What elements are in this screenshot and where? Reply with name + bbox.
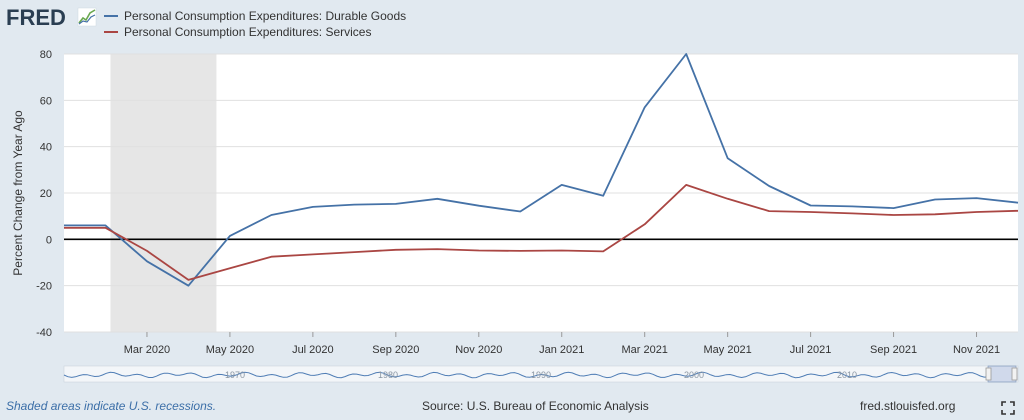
legend-label-durable: Personal Consumption Expenditures: Durab…: [124, 9, 407, 23]
services-line[interactable]: [64, 183, 1019, 281]
legend: Personal Consumption Expenditures: Durab…: [104, 8, 406, 40]
legend-label-services: Personal Consumption Expenditures: Servi…: [124, 25, 372, 39]
navigator-handle-right[interactable]: [1011, 367, 1018, 381]
site-link[interactable]: fred.stlouisfed.org: [860, 399, 956, 413]
y-tick-label: -20: [36, 281, 52, 293]
legend-swatch-durable: [104, 15, 118, 17]
x-tick-label: Mar 2021: [621, 344, 667, 356]
source-text: Source: U.S. Bureau of Economic Analysis: [422, 399, 649, 413]
navigator-handle-left[interactable]: [985, 367, 992, 381]
chart: 80 60 40 20 0 -20 -40 Percent Change from Year …: [11, 49, 1019, 383]
y-tick-label: 60: [40, 95, 52, 107]
fred-logo-text: FRED: [6, 5, 66, 30]
x-tick-label: Jul 2021: [790, 344, 832, 356]
x-tick-label: Nov 2020: [455, 344, 502, 356]
y-tick-label: 80: [40, 49, 52, 61]
navigator-label: 1980: [378, 370, 398, 380]
x-tick-label: Sep 2020: [372, 344, 419, 356]
recession-note: Shaded areas indicate U.S. recessions.: [6, 399, 217, 413]
navigator[interactable]: [63, 365, 1019, 383]
durable-goods-line[interactable]: [64, 53, 1019, 287]
navigator-label: 1990: [531, 370, 551, 380]
x-tick-label: Mar 2020: [124, 344, 170, 356]
x-tick-label: Sep 2021: [870, 344, 917, 356]
legend-item-durable[interactable]: Personal Consumption Expenditures: Durab…: [104, 8, 406, 24]
x-tick-label: May 2020: [206, 344, 254, 356]
x-tick-label: Jul 2020: [292, 344, 334, 356]
expand-icon[interactable]: [1001, 401, 1015, 415]
legend-item-services[interactable]: Personal Consumption Expenditures: Servi…: [104, 24, 406, 40]
x-tick-label: May 2021: [703, 344, 751, 356]
y-tick-label: 40: [40, 142, 52, 154]
x-tick-label: Nov 2021: [953, 344, 1000, 356]
navigator-label: 2000: [684, 370, 704, 380]
y-tick-label: 0: [46, 234, 52, 246]
legend-swatch-services: [104, 31, 118, 33]
y-tick-label: -40: [36, 327, 52, 339]
navigator-label: 2010: [837, 370, 857, 380]
y-tick-label: 20: [40, 188, 52, 200]
navigator-label: 1970: [225, 370, 245, 380]
fred-chart-icon: [77, 7, 97, 27]
navigator-series: [63, 371, 989, 379]
fred-logo[interactable]: FRED: [6, 4, 98, 30]
y-axis-label: Percent Change from Year Ago: [11, 110, 25, 276]
x-tick-label: Jan 2021: [539, 344, 584, 356]
